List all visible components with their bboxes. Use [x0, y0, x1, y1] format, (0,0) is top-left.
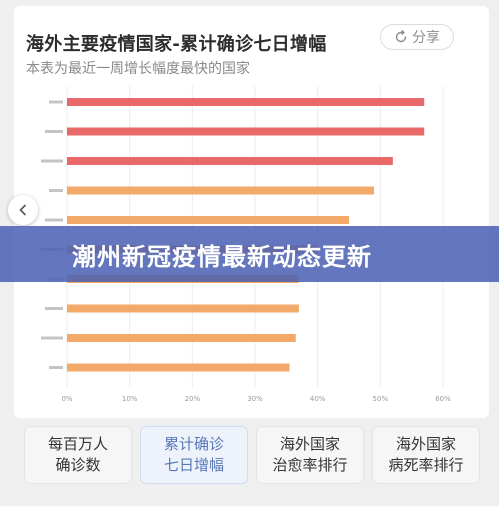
tab-label-line2: 确诊数: [55, 456, 101, 474]
tab-seven-day-growth[interactable]: 累计确诊 七日增幅: [140, 426, 248, 484]
chevron-left-icon: [17, 201, 29, 220]
headline-text: 潮州新冠疫情最新动态更新: [72, 242, 372, 271]
bar: [67, 98, 425, 106]
tab-label-line2: 病死率排行: [388, 456, 464, 474]
tab-recovery-rate[interactable]: 海外国家 治愈率排行: [256, 426, 364, 484]
chart-card: [14, 6, 489, 418]
bar: [67, 334, 296, 342]
category-label: [49, 100, 63, 104]
page-title: 海外主要疫情国家-累计确诊七日增幅: [26, 34, 327, 55]
category-label: [49, 366, 63, 369]
tab-label-line1: 每百万人: [47, 435, 108, 453]
share-icon: [394, 30, 408, 44]
category-label: [41, 336, 63, 340]
tab-label-line1: 累计确诊: [163, 435, 224, 453]
x-tick-label: 40%: [310, 395, 326, 402]
tab-label-line1: 海外国家: [395, 435, 456, 453]
x-tick-label: 20%: [185, 395, 201, 402]
tab-label-line2: 七日增幅: [163, 456, 224, 474]
x-tick-label: 0%: [61, 395, 72, 402]
tab-bar: 每百万人 确诊数 累计确诊 七日增幅 海外国家 治愈率排行 海外国家 病死率排行: [24, 426, 480, 484]
category-label: [45, 218, 63, 222]
page-subtitle: 本表为最近一周增长幅度最快的国家: [26, 61, 250, 77]
x-tick-label: 30%: [247, 395, 263, 402]
x-tick-label: 10%: [122, 395, 138, 402]
category-label: [45, 307, 63, 310]
bar: [67, 127, 425, 136]
bar: [67, 363, 290, 372]
category-label: [49, 189, 63, 192]
headline-banner: 潮州新冠疫情最新动态更新: [0, 226, 499, 282]
bar: [67, 186, 375, 195]
share-label: 分享: [412, 30, 440, 46]
bar: [67, 304, 299, 313]
tab-fatality-rate[interactable]: 海外国家 病死率排行: [372, 426, 480, 484]
x-tick-label: 50%: [373, 395, 389, 402]
category-label: [41, 159, 63, 163]
category-label: [45, 130, 63, 133]
bar: [67, 157, 393, 165]
tab-label-line2: 治愈率排行: [272, 456, 348, 474]
x-tick-label: 60%: [435, 395, 451, 402]
tab-cases-per-million[interactable]: 每百万人 确诊数: [24, 426, 132, 484]
share-button[interactable]: 分享: [380, 24, 454, 50]
tab-label-line1: 海外国家: [279, 435, 340, 453]
bar: [67, 216, 349, 224]
prev-button[interactable]: [8, 195, 38, 225]
